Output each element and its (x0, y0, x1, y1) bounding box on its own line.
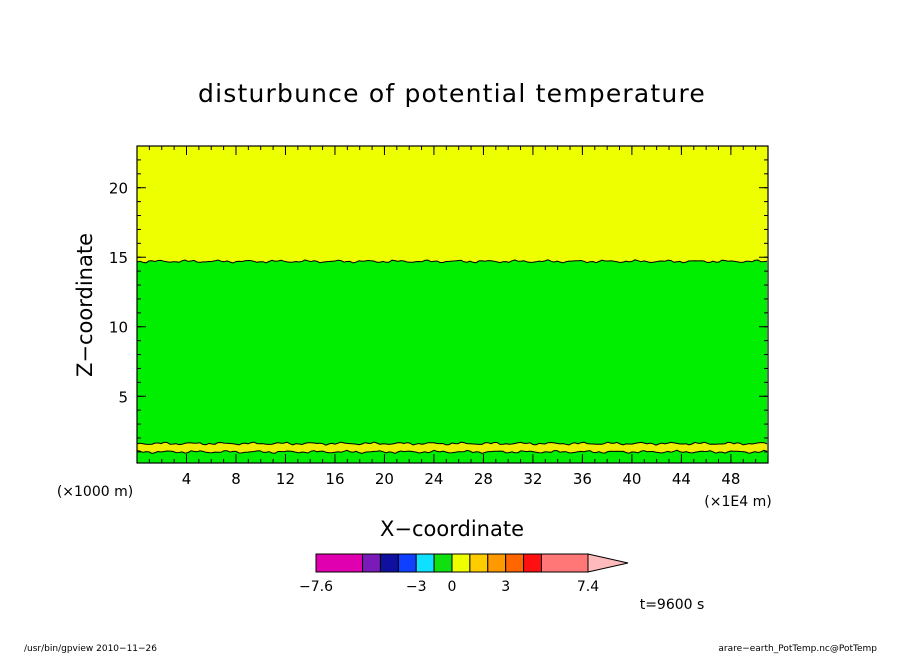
contour-line (136, 449, 768, 455)
colorbar-swatch (487, 553, 507, 573)
colorbar-swatch (379, 553, 399, 573)
colorbar-swatch (362, 553, 381, 573)
x-tick-label: 4 (182, 470, 192, 488)
x-tick-label: 40 (622, 470, 641, 488)
y-axis-unit: (×1000 m) (57, 484, 133, 500)
plot-frame (136, 145, 769, 464)
chart-title: disturbunce of potential temperature (198, 79, 706, 108)
colorbar-swatch (315, 553, 364, 573)
colorbar-swatch (451, 553, 471, 573)
x-tick-label: 16 (325, 470, 344, 488)
colorbar: −7.6 −3 0 3 7.4 (299, 553, 629, 595)
colorbar-swatch (540, 553, 589, 573)
x-tick-label: 24 (424, 470, 443, 488)
x-tick-label: 32 (523, 470, 542, 488)
y-axis-label: Z−coordinate (73, 233, 97, 377)
colorbar-swatch (415, 553, 435, 573)
footer-left: /usr/bin/gpview 2010−11−26 (24, 644, 157, 654)
y-tick-label: 15 (109, 249, 128, 267)
contour-region (137, 259, 767, 446)
time-label: t=9600 s (640, 597, 705, 613)
x-axis-label: X−coordinate (380, 517, 524, 541)
x-tick-label: 48 (721, 470, 740, 488)
contour-region (137, 442, 767, 454)
colorbar-swatch (433, 553, 453, 573)
y-tick-label: 5 (118, 388, 128, 406)
x-tick-label: 8 (231, 470, 241, 488)
colorbar-label: 0 (448, 579, 457, 595)
colorbar-swatch (523, 553, 542, 573)
colorbar-label: 7.4 (577, 579, 599, 595)
x-tick-label: 44 (672, 470, 691, 488)
y-tick-label: 10 (109, 319, 128, 337)
colorbar-swatch (397, 553, 417, 573)
colorbar-swatch (505, 553, 525, 573)
colorbar-arrow (587, 553, 629, 573)
x-tick-label: 20 (375, 470, 394, 488)
x-tick-label: 28 (474, 470, 493, 488)
contour-line (136, 259, 768, 264)
y-tick-label: 20 (109, 180, 128, 198)
colorbar-label: −7.6 (299, 579, 333, 595)
contour-line (136, 441, 768, 446)
contour-region (137, 450, 768, 463)
colorbar-label: −3 (406, 579, 427, 595)
footer-right: arare−earth_PotTemp.nc@PotTemp (718, 644, 877, 654)
contour-region (137, 146, 768, 263)
x-tick-label: 12 (276, 470, 295, 488)
x-tick-label: 36 (573, 470, 592, 488)
x-axis-unit: (×1E4 m) (704, 494, 771, 510)
colorbar-label: 3 (501, 579, 510, 595)
colorbar-swatch (469, 553, 489, 573)
